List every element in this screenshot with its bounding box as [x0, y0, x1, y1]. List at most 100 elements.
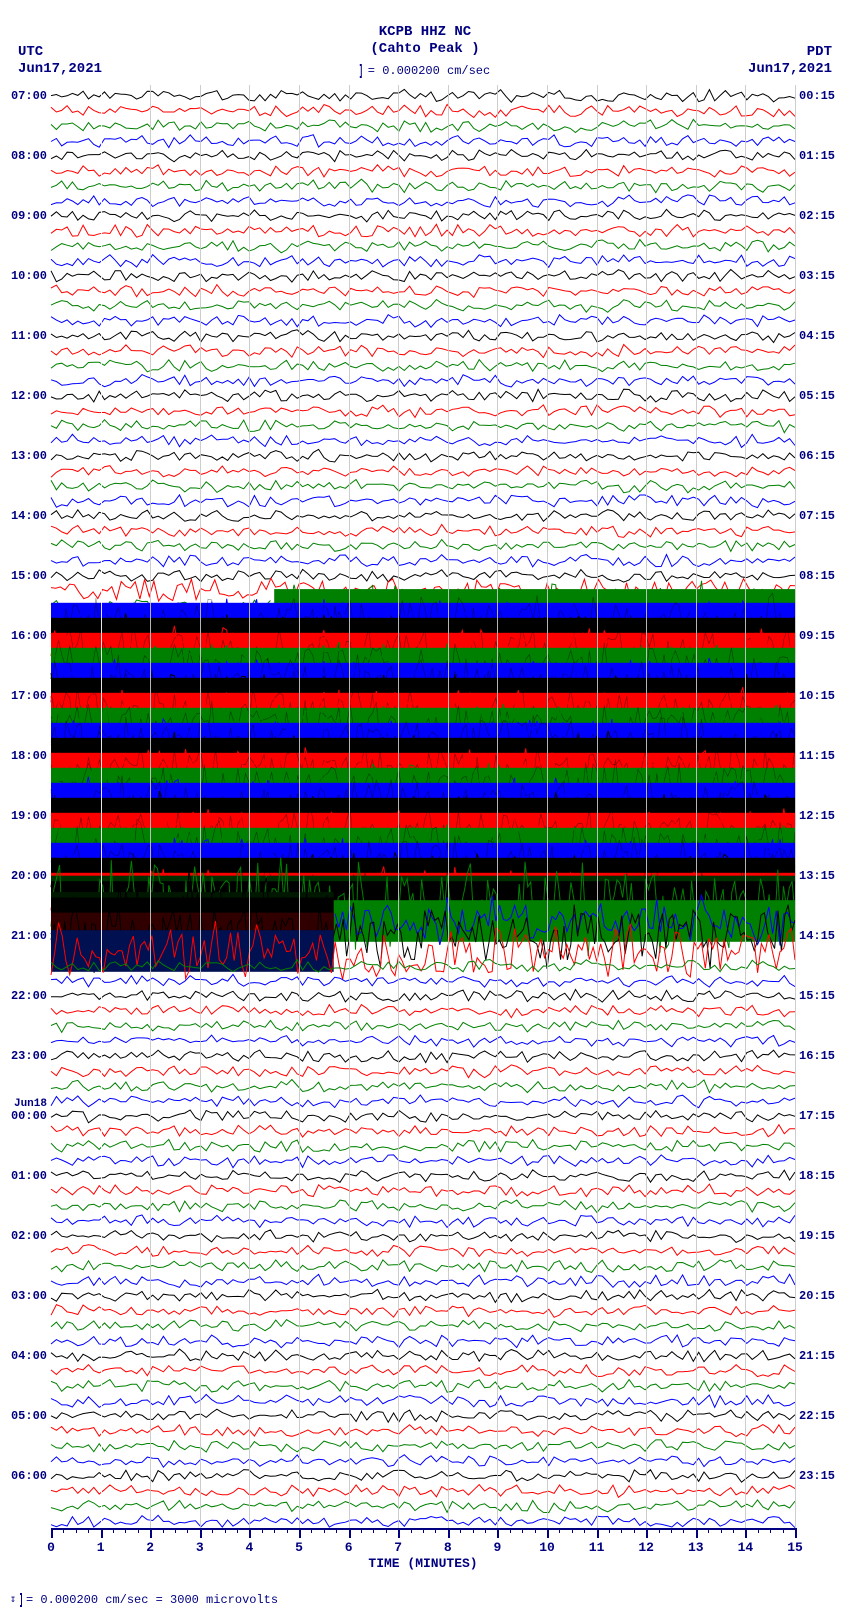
- left-hour-label: 03:00: [11, 1289, 51, 1303]
- helicorder-plot: 07:0000:1508:0001:1509:0002:1510:0003:15…: [51, 88, 795, 1528]
- right-hour-label: 16:15: [795, 1049, 835, 1063]
- left-hour-label: 07:00: [11, 89, 51, 103]
- x-tick-minor: [125, 1528, 126, 1533]
- x-tick-minor: [572, 1528, 573, 1533]
- right-hour-label: 12:15: [795, 809, 835, 823]
- grid-line-vertical: [795, 85, 796, 1528]
- left-hour-label: 21:00: [11, 929, 51, 943]
- x-tick-label: 0: [47, 1540, 55, 1555]
- grid-line-vertical: [696, 85, 697, 1528]
- x-tick-label: 12: [638, 1540, 654, 1555]
- x-tick-major: [398, 1528, 400, 1538]
- left-hour-label: 06:00: [11, 1469, 51, 1483]
- x-tick-major: [51, 1528, 53, 1538]
- grid-line-vertical: [349, 85, 350, 1528]
- x-axis-title: TIME (MINUTES): [51, 1556, 795, 1571]
- grid-line-vertical: [597, 85, 598, 1528]
- x-tick-minor: [733, 1528, 734, 1533]
- x-tick-label: 7: [394, 1540, 402, 1555]
- grid-line-vertical: [745, 85, 746, 1528]
- footer-text: = 0.000200 cm/sec = 3000 microvolts: [26, 1593, 278, 1607]
- x-tick-minor: [485, 1528, 486, 1533]
- x-tick-label: 9: [493, 1540, 501, 1555]
- x-tick-minor: [522, 1528, 523, 1533]
- x-tick-label: 1: [97, 1540, 105, 1555]
- x-tick-minor: [708, 1528, 709, 1533]
- left-date-break-label: Jun18: [14, 1098, 51, 1110]
- left-hour-label: 20:00: [11, 869, 51, 883]
- x-tick-major: [696, 1528, 698, 1538]
- x-tick-minor: [88, 1528, 89, 1533]
- x-tick-label: 3: [196, 1540, 204, 1555]
- x-tick-minor: [386, 1528, 387, 1533]
- right-hour-label: 17:15: [795, 1109, 835, 1123]
- x-tick-major: [200, 1528, 202, 1538]
- right-hour-label: 23:15: [795, 1469, 835, 1483]
- right-hour-label: 22:15: [795, 1409, 835, 1423]
- x-tick-minor: [63, 1528, 64, 1533]
- x-tick-minor: [609, 1528, 610, 1533]
- grid-line-vertical: [200, 85, 201, 1528]
- left-hour-label: 00:00: [11, 1109, 51, 1123]
- x-tick-minor: [163, 1528, 164, 1533]
- x-tick-minor: [659, 1528, 660, 1533]
- x-tick-minor: [671, 1528, 672, 1533]
- right-hour-label: 00:15: [795, 89, 835, 103]
- x-tick-major: [547, 1528, 549, 1538]
- x-tick-minor: [225, 1528, 226, 1533]
- right-hour-label: 06:15: [795, 449, 835, 463]
- right-hour-label: 18:15: [795, 1169, 835, 1183]
- x-tick-major: [448, 1528, 450, 1538]
- grid-line-vertical: [101, 85, 102, 1528]
- x-tick-major: [101, 1528, 103, 1538]
- x-tick-minor: [262, 1528, 263, 1533]
- right-hour-label: 07:15: [795, 509, 835, 523]
- x-tick-minor: [237, 1528, 238, 1533]
- left-hour-label: 10:00: [11, 269, 51, 283]
- grid-line-vertical: [150, 85, 151, 1528]
- grid-line-vertical: [448, 85, 449, 1528]
- x-tick-label: 5: [295, 1540, 303, 1555]
- x-tick-major: [597, 1528, 599, 1538]
- right-hour-label: 20:15: [795, 1289, 835, 1303]
- x-tick-minor: [336, 1528, 337, 1533]
- x-tick-minor: [535, 1528, 536, 1533]
- left-hour-label: 19:00: [11, 809, 51, 823]
- left-hour-label: 01:00: [11, 1169, 51, 1183]
- right-hour-label: 05:15: [795, 389, 835, 403]
- left-tz: UTC: [18, 44, 102, 61]
- x-tick-label: 15: [787, 1540, 803, 1555]
- x-tick-label: 6: [345, 1540, 353, 1555]
- x-tick-minor: [212, 1528, 213, 1533]
- x-tick-major: [150, 1528, 152, 1538]
- x-tick-minor: [783, 1528, 784, 1533]
- x-tick-label: 4: [245, 1540, 253, 1555]
- x-tick-label: 11: [589, 1540, 605, 1555]
- x-tick-minor: [584, 1528, 585, 1533]
- x-axis: TIME (MINUTES) 0123456789101112131415: [51, 1528, 795, 1578]
- x-tick-minor: [324, 1528, 325, 1533]
- x-tick-minor: [274, 1528, 275, 1533]
- left-hour-label: 15:00: [11, 569, 51, 583]
- right-hour-label: 14:15: [795, 929, 835, 943]
- grid-line-vertical: [299, 85, 300, 1528]
- x-tick-minor: [138, 1528, 139, 1533]
- x-tick-major: [497, 1528, 499, 1538]
- x-tick-minor: [423, 1528, 424, 1533]
- left-hour-label: 11:00: [11, 329, 51, 343]
- x-tick-major: [745, 1528, 747, 1538]
- x-tick-label: 14: [738, 1540, 754, 1555]
- left-hour-label: 09:00: [11, 209, 51, 223]
- footer-mark-icon: ↧: [10, 1594, 16, 1606]
- x-tick-major: [795, 1528, 797, 1538]
- x-tick-minor: [76, 1528, 77, 1533]
- x-tick-minor: [473, 1528, 474, 1533]
- x-tick-label: 10: [539, 1540, 555, 1555]
- footer-scale-mark-icon: [20, 1593, 22, 1607]
- x-tick-minor: [559, 1528, 560, 1533]
- right-hour-label: 03:15: [795, 269, 835, 283]
- x-tick-major: [299, 1528, 301, 1538]
- x-tick-minor: [187, 1528, 188, 1533]
- grid-line-vertical: [497, 85, 498, 1528]
- x-tick-minor: [175, 1528, 176, 1533]
